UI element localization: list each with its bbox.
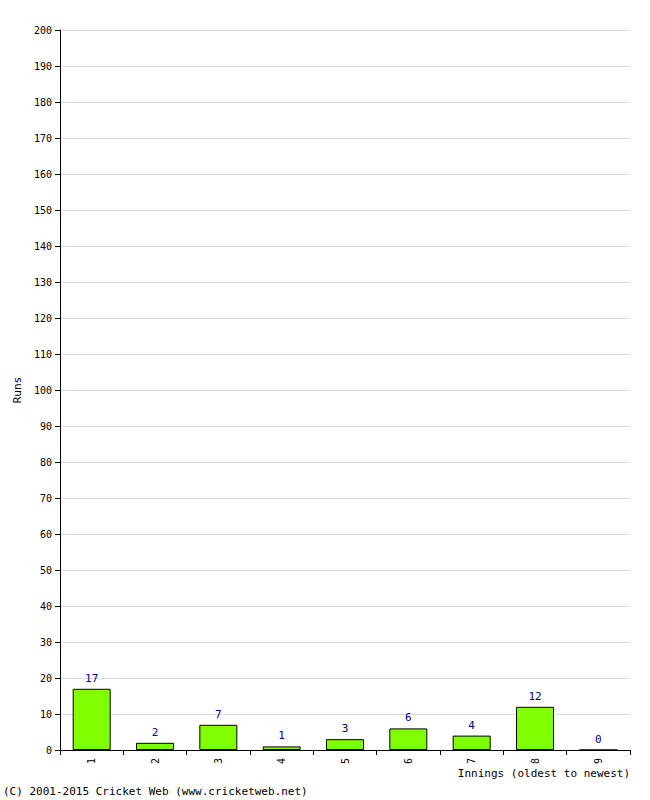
svg-text:(C) 2001-2015 Cricket Web (www: (C) 2001-2015 Cricket Web (www.cricketwe… xyxy=(3,785,308,798)
svg-text:80: 80 xyxy=(40,457,52,468)
svg-text:50: 50 xyxy=(40,565,52,576)
svg-text:Runs: Runs xyxy=(11,377,24,404)
svg-text:6: 6 xyxy=(403,758,414,764)
svg-text:8: 8 xyxy=(530,758,541,764)
svg-text:4: 4 xyxy=(468,719,475,732)
svg-text:190: 190 xyxy=(34,61,52,72)
svg-text:1: 1 xyxy=(86,758,97,764)
svg-text:180: 180 xyxy=(34,97,52,108)
svg-text:170: 170 xyxy=(34,133,52,144)
svg-text:0: 0 xyxy=(595,733,602,746)
svg-text:4: 4 xyxy=(276,758,287,764)
svg-text:30: 30 xyxy=(40,637,52,648)
svg-text:0: 0 xyxy=(46,745,52,756)
svg-text:5: 5 xyxy=(340,758,351,764)
svg-text:150: 150 xyxy=(34,205,52,216)
svg-text:20: 20 xyxy=(40,673,52,684)
svg-text:140: 140 xyxy=(34,241,52,252)
svg-text:3: 3 xyxy=(342,722,349,735)
svg-text:200: 200 xyxy=(34,25,52,36)
svg-text:6: 6 xyxy=(405,711,412,724)
svg-text:160: 160 xyxy=(34,169,52,180)
svg-text:130: 130 xyxy=(34,277,52,288)
svg-text:1: 1 xyxy=(278,729,285,742)
svg-text:2: 2 xyxy=(150,758,161,764)
svg-text:17: 17 xyxy=(85,672,98,685)
svg-text:100: 100 xyxy=(34,385,52,396)
svg-text:90: 90 xyxy=(40,421,52,432)
svg-text:60: 60 xyxy=(40,529,52,540)
svg-text:70: 70 xyxy=(40,493,52,504)
svg-text:7: 7 xyxy=(215,708,222,721)
svg-text:12: 12 xyxy=(528,690,541,703)
svg-text:2: 2 xyxy=(152,726,159,739)
svg-text:110: 110 xyxy=(34,349,52,360)
svg-text:7: 7 xyxy=(466,758,477,764)
svg-text:120: 120 xyxy=(34,313,52,324)
svg-text:3: 3 xyxy=(213,758,224,764)
svg-text:10: 10 xyxy=(40,709,52,720)
svg-text:Innings (oldest to newest): Innings (oldest to newest) xyxy=(458,767,630,780)
svg-text:40: 40 xyxy=(40,601,52,612)
svg-text:9: 9 xyxy=(593,758,604,764)
